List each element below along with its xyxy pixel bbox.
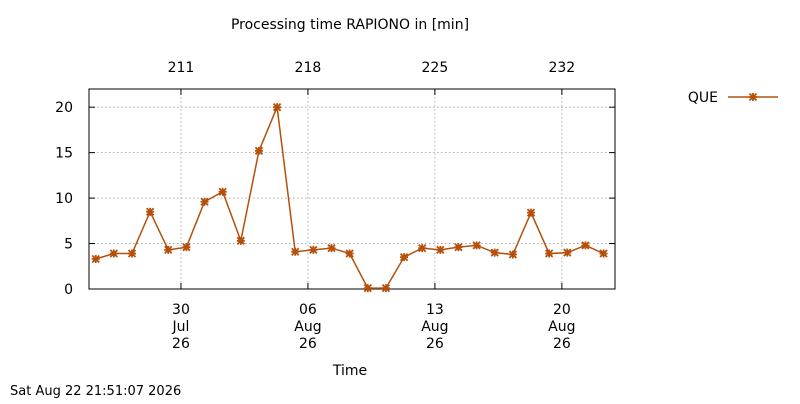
data-point	[145, 207, 155, 216]
x-tick-label: 30 Jul 26	[172, 302, 190, 352]
footer: Sat Aug 22 21:51:07 2026	[10, 384, 181, 399]
data-point	[218, 187, 227, 196]
x-tick-label: 20 Aug 26	[548, 302, 575, 352]
y-tick-label: 0	[64, 282, 73, 298]
data-point	[164, 245, 173, 255]
data-point	[508, 250, 518, 259]
data-point	[363, 283, 372, 293]
legend-marker	[748, 92, 758, 102]
data-point	[291, 247, 300, 256]
data-point	[91, 254, 100, 264]
data-point	[127, 249, 137, 258]
data-point	[399, 253, 409, 262]
data-point	[545, 249, 554, 258]
data-point	[200, 197, 209, 206]
x2-tick-label: 218	[295, 60, 322, 76]
data-point	[381, 283, 391, 293]
data-point	[599, 249, 608, 258]
data-point	[436, 245, 445, 255]
x2-tick-label: 211	[168, 60, 195, 76]
y-tick-label: 10	[55, 191, 73, 207]
legend-label: QUE	[688, 90, 718, 106]
data-point	[418, 243, 427, 253]
x2-tick-label: 225	[422, 60, 449, 76]
data-point	[454, 243, 463, 252]
data-point	[309, 245, 318, 255]
y-tick-label: 15	[55, 146, 73, 162]
data-point	[490, 248, 499, 257]
data-point	[563, 248, 572, 257]
data-point	[272, 103, 282, 112]
x-tick-label: 06 Aug 26	[294, 302, 321, 352]
y-tick-label: 20	[55, 100, 73, 116]
plot-frame	[88, 88, 616, 290]
chart-title: Processing time RAPIONO in [min]	[231, 17, 469, 33]
data-point	[254, 146, 264, 155]
data-point	[581, 241, 590, 250]
x2-tick-label: 232	[548, 60, 575, 76]
data-point	[472, 241, 481, 250]
data-point	[526, 208, 536, 217]
data-point	[109, 249, 118, 258]
x-tick-label: 13 Aug 26	[421, 302, 448, 352]
data-point	[327, 243, 336, 253]
data-point	[182, 243, 191, 252]
data-point	[236, 236, 245, 245]
y-tick-label: 5	[64, 237, 73, 253]
data-point	[345, 249, 354, 258]
x-axis-label: Time	[332, 363, 367, 379]
